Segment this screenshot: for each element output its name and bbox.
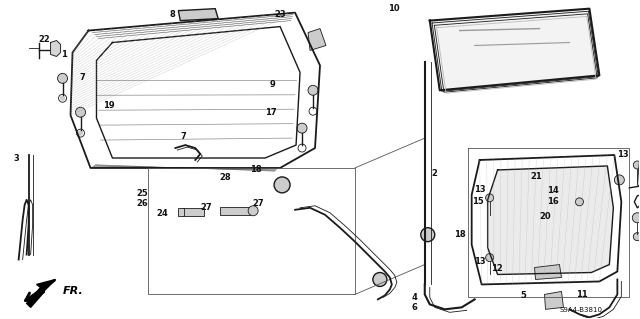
- Polygon shape: [51, 41, 61, 56]
- Text: 3: 3: [14, 153, 20, 162]
- Text: 5: 5: [520, 291, 527, 300]
- Text: 6: 6: [412, 303, 418, 312]
- Circle shape: [614, 175, 625, 185]
- Text: FR.: FR.: [63, 286, 83, 296]
- Circle shape: [58, 73, 68, 83]
- Text: 23: 23: [275, 10, 286, 19]
- Text: 19: 19: [102, 101, 115, 110]
- Text: 1: 1: [61, 50, 67, 59]
- Text: 24: 24: [156, 209, 168, 218]
- Polygon shape: [430, 9, 600, 90]
- Circle shape: [575, 198, 584, 206]
- Circle shape: [61, 96, 65, 100]
- Polygon shape: [27, 279, 56, 307]
- Circle shape: [79, 131, 83, 135]
- Text: 17: 17: [266, 108, 277, 117]
- Text: 10: 10: [388, 4, 399, 13]
- Circle shape: [634, 161, 640, 169]
- Text: 22: 22: [39, 35, 51, 44]
- Polygon shape: [534, 264, 561, 279]
- Text: S9A4-B3810: S9A4-B3810: [560, 307, 603, 313]
- Circle shape: [420, 228, 435, 241]
- Circle shape: [373, 272, 387, 286]
- Bar: [179, 208, 184, 216]
- Bar: [182, 208, 204, 216]
- Text: 13: 13: [474, 185, 486, 194]
- Text: 21: 21: [531, 173, 543, 182]
- Text: 28: 28: [220, 174, 231, 182]
- Circle shape: [248, 206, 258, 216]
- Text: 11: 11: [575, 290, 588, 299]
- Text: 8: 8: [170, 10, 175, 19]
- Text: 13: 13: [474, 257, 486, 266]
- Text: 13: 13: [618, 150, 629, 159]
- Text: 26: 26: [136, 199, 148, 208]
- Circle shape: [632, 213, 640, 223]
- Polygon shape: [545, 292, 563, 309]
- Text: 7: 7: [79, 73, 85, 82]
- Text: 16: 16: [547, 197, 558, 206]
- Circle shape: [274, 177, 290, 193]
- Circle shape: [297, 123, 307, 133]
- Bar: [220, 207, 250, 215]
- Text: 15: 15: [472, 197, 484, 206]
- Circle shape: [634, 233, 640, 241]
- Polygon shape: [308, 29, 326, 50]
- Text: 14: 14: [547, 186, 558, 195]
- Text: 27: 27: [252, 199, 264, 208]
- Text: 25: 25: [136, 189, 148, 198]
- Text: 18: 18: [454, 230, 465, 239]
- Text: 12: 12: [491, 264, 502, 273]
- Text: 2: 2: [432, 169, 438, 178]
- Circle shape: [308, 85, 318, 95]
- Polygon shape: [637, 158, 640, 192]
- Circle shape: [76, 107, 86, 117]
- Circle shape: [486, 254, 493, 262]
- Text: 20: 20: [540, 212, 551, 221]
- Text: 18: 18: [250, 166, 262, 174]
- Circle shape: [486, 194, 493, 202]
- Text: 4: 4: [412, 293, 418, 302]
- Text: 9: 9: [269, 80, 275, 89]
- Polygon shape: [488, 166, 613, 274]
- Text: 7: 7: [180, 132, 186, 141]
- Polygon shape: [179, 9, 218, 21]
- Text: 27: 27: [200, 203, 212, 212]
